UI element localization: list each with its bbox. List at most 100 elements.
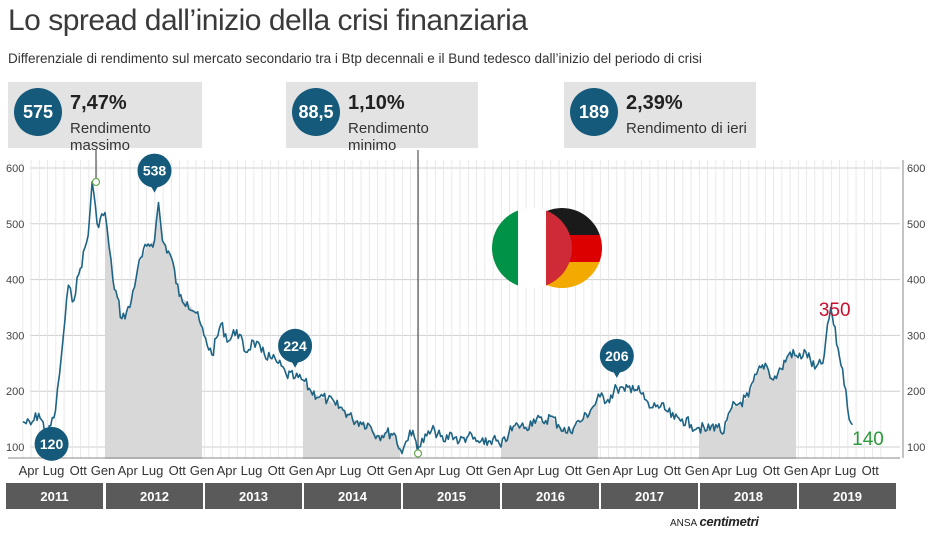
x-month-label: Gen xyxy=(388,463,413,478)
x-month-label: Apr xyxy=(811,463,832,478)
annotation-latest: 140 xyxy=(852,429,884,450)
italy-flag-icon xyxy=(492,208,572,288)
marker-label: 538 xyxy=(143,163,167,179)
year-label: 2019 xyxy=(833,489,862,504)
y-tick-label-left: 500 xyxy=(6,219,24,231)
year-label: 2018 xyxy=(734,489,763,504)
chart-subtitle: Differenziale di rendimento sul mercato … xyxy=(8,51,702,66)
x-month-label: Apr xyxy=(217,463,238,478)
year-segment xyxy=(106,483,203,509)
source-credit: ANSA centimetri xyxy=(670,514,759,529)
y-tick-label-left: 200 xyxy=(6,386,24,398)
callout-min: 88,5 1,10% Rendimento minimo xyxy=(286,82,478,154)
x-month-label: Lug xyxy=(241,463,263,478)
y-tick-label-left: 100 xyxy=(6,442,24,454)
credit-brand: centimetri xyxy=(699,514,759,529)
y-tick-label-right: 100 xyxy=(907,442,925,454)
x-month-label: Gen xyxy=(586,463,611,478)
x-month-label: Ott xyxy=(268,463,286,478)
year-segment xyxy=(403,483,500,509)
x-month-label: Ott xyxy=(565,463,583,478)
x-month-label: Apr xyxy=(514,463,535,478)
callout-yesterday: 189 2,39% Rendimento di ieri xyxy=(564,82,756,148)
x-axis-month-labels: Apr Lug Ott Gen Apr Lug Ott Gen Apr Lug Ott Gen Apr L… xyxy=(8,457,900,478)
x-month-label: Lug xyxy=(340,463,362,478)
year-segment xyxy=(205,483,302,509)
y-tick-label-right: 300 xyxy=(907,330,925,342)
x-month-label: Gen xyxy=(685,463,710,478)
callout-max-badge: 575 xyxy=(14,88,62,136)
callout-min-badge: 88,5 xyxy=(292,88,340,136)
x-month-label: Gen xyxy=(190,463,215,478)
marker-badge-206 xyxy=(599,338,634,373)
year-label: 2017 xyxy=(635,489,664,504)
x-month-label: Lug xyxy=(835,463,857,478)
marker-badge-538 xyxy=(137,153,172,188)
marker-label: 206 xyxy=(605,348,629,364)
year-segment xyxy=(601,483,698,509)
x-month-label: Gen xyxy=(487,463,512,478)
marker-badge-224 xyxy=(278,328,313,363)
year-label: 2011 xyxy=(40,489,68,504)
y-tick-label-left: 400 xyxy=(6,275,24,287)
spread-line-series xyxy=(22,177,854,458)
x-month-label: Lug xyxy=(142,463,164,478)
x-month-label: Apr xyxy=(415,463,436,478)
year-label: 2016 xyxy=(536,489,565,504)
x-month-label: Gen xyxy=(784,463,809,478)
spread-chart: 600 600 500 500 400 400 300 300 200 200 100 100 Apr… xyxy=(6,150,925,509)
x-month-label: Ott xyxy=(664,463,682,478)
y-tick-label-left: 300 xyxy=(6,330,24,342)
y-tick-label-right: 500 xyxy=(907,219,925,231)
y-tick-label-left: 600 xyxy=(6,163,24,175)
year-label: 2015 xyxy=(437,489,466,504)
marker-label: 120 xyxy=(40,436,64,452)
year-label: 2014 xyxy=(338,489,368,504)
x-month-label: Lug xyxy=(736,463,758,478)
spread-series-line xyxy=(22,181,854,455)
callout-min-label: Rendimento minimo xyxy=(348,120,429,154)
x-month-label: Apr xyxy=(712,463,733,478)
callout-yesterday-label: Rendimento di ieri xyxy=(626,120,747,137)
year-segment xyxy=(304,483,401,509)
x-month-label: Lug xyxy=(637,463,659,478)
callout-min-pct: 1,10% xyxy=(348,92,405,114)
callout-connectors xyxy=(95,150,419,454)
credit-prefix: ANSA xyxy=(670,518,697,529)
x-month-label: Lug xyxy=(439,463,461,478)
x-month-label: Ott xyxy=(862,463,880,478)
x-month-label: Gen xyxy=(91,463,116,478)
x-month-label: Ott xyxy=(367,463,385,478)
x-month-label: Lug xyxy=(538,463,560,478)
x-month-label: Ott xyxy=(466,463,484,478)
x-month-label: Apr xyxy=(118,463,139,478)
annotation-peak: 350 xyxy=(819,300,851,321)
data-markers: 120 538 224 206 350 140 xyxy=(34,153,884,461)
y-tick-label-right: 600 xyxy=(907,163,925,175)
x-month-label: Gen xyxy=(289,463,314,478)
year-label: 2012 xyxy=(140,489,169,504)
max-point-marker xyxy=(91,177,101,187)
year-bar: 2011 2012 2013 2014 2015 2016 2017 2018 2019 xyxy=(6,483,896,509)
year-band-fill xyxy=(105,202,202,459)
min-point-marker xyxy=(413,449,423,458)
callout-max-pct: 7,47% xyxy=(70,92,127,114)
x-month-label: Ott xyxy=(70,463,88,478)
x-month-label: Ott xyxy=(763,463,781,478)
year-segment xyxy=(700,483,797,509)
x-month-label: Apr xyxy=(316,463,337,478)
x-month-label: Apr xyxy=(613,463,634,478)
italy-germany-flags-icon xyxy=(492,208,602,288)
year-segment xyxy=(6,483,103,509)
marker-badge-120 xyxy=(34,426,69,461)
marker-label: 224 xyxy=(283,338,307,354)
x-month-label: Apr xyxy=(19,463,40,478)
y-tick-label-right: 400 xyxy=(907,275,925,287)
x-month-label: Ott xyxy=(169,463,187,478)
callout-yesterday-badge: 189 xyxy=(570,88,618,136)
chart-title: Lo spread dall’inizio della crisi finanz… xyxy=(8,4,528,37)
y-tick-label-right: 200 xyxy=(907,386,925,398)
callout-max: 575 7,47% Rendimento massimo xyxy=(8,82,202,154)
y-axis-ticks: 600 600 500 500 400 400 300 300 200 200 100 100 xyxy=(6,160,925,458)
callout-yesterday-pct: 2,39% xyxy=(626,92,683,114)
